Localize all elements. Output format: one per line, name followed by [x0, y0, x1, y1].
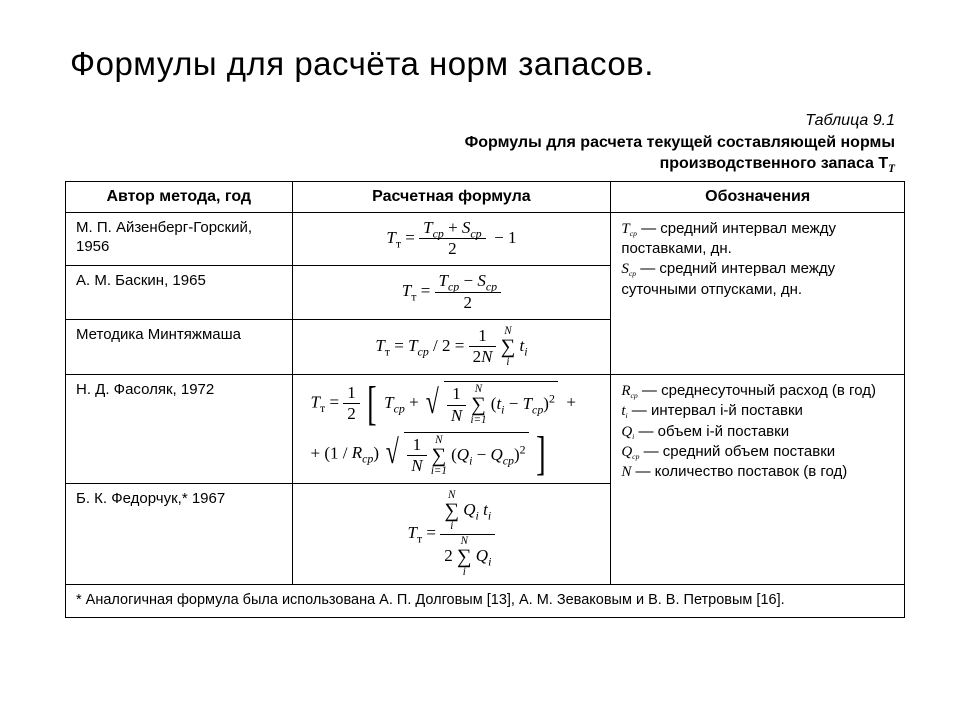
author-cell: М. П. Айзенберг-Горский, 1956 — [66, 212, 293, 265]
table-row: М. П. Айзенберг-Горский, 1956 Tт = Tср +… — [66, 212, 905, 265]
caption-leadin: Таблица 9.1 — [805, 112, 895, 129]
author-cell: Методика Минтяжмаша — [66, 319, 293, 375]
col-header-author: Автор метода, год — [66, 181, 293, 212]
table-wrap: Таблица 9.1 Формулы для расчета текущей … — [65, 110, 905, 618]
footnote-row: * Аналогичная формула была использована … — [66, 585, 905, 618]
slide-page: Формулы для расчёта норм запасов. Таблиц… — [0, 0, 960, 720]
author-cell: Н. Д. Фасоляк, 1972 — [66, 375, 293, 484]
formula-cell: Tт = 12 [ Tср + √ 1N N∑i=1 (ti − Tср)2 + — [292, 375, 611, 484]
formula-cell: Tт = Tср − Sср 2 — [292, 266, 611, 319]
col-header-notation: Обозначения — [611, 181, 905, 212]
table-header-row: Автор метода, год Расчетная формула Обоз… — [66, 181, 905, 212]
footnote-cell: * Аналогичная формула была использована … — [66, 585, 905, 618]
table-caption: Таблица 9.1 Формулы для расчета текущей … — [65, 110, 905, 175]
notation-cell: Tср — средний интервал между поставками,… — [611, 212, 905, 374]
author-cell: Б. К. Федорчук,* 1967 — [66, 484, 293, 585]
table-row: Н. Д. Фасоляк, 1972 Tт = 12 [ Tср + √ 1N… — [66, 375, 905, 484]
formula-cell: Tт = Tср + Sср 2 − 1 — [292, 212, 611, 265]
formula-cell: Tт = Tср / 2 = 1 2N N∑i ti — [292, 319, 611, 375]
main-title: Формулы для расчёта норм запасов. — [70, 45, 920, 83]
formula-cell: Tт = N∑i Qi ti 2 N∑i Qi — [292, 484, 611, 585]
caption-line1: Формулы для расчета текущей составляющей… — [465, 134, 895, 151]
formulas-table: Автор метода, год Расчетная формула Обоз… — [65, 181, 905, 618]
author-cell: А. М. Баскин, 1965 — [66, 266, 293, 319]
notation-cell: Rср — среднесуточный расход (в год) ti —… — [611, 375, 905, 585]
caption-line2: производственного запаса TТ — [660, 155, 895, 172]
col-header-formula: Расчетная формула — [292, 181, 611, 212]
